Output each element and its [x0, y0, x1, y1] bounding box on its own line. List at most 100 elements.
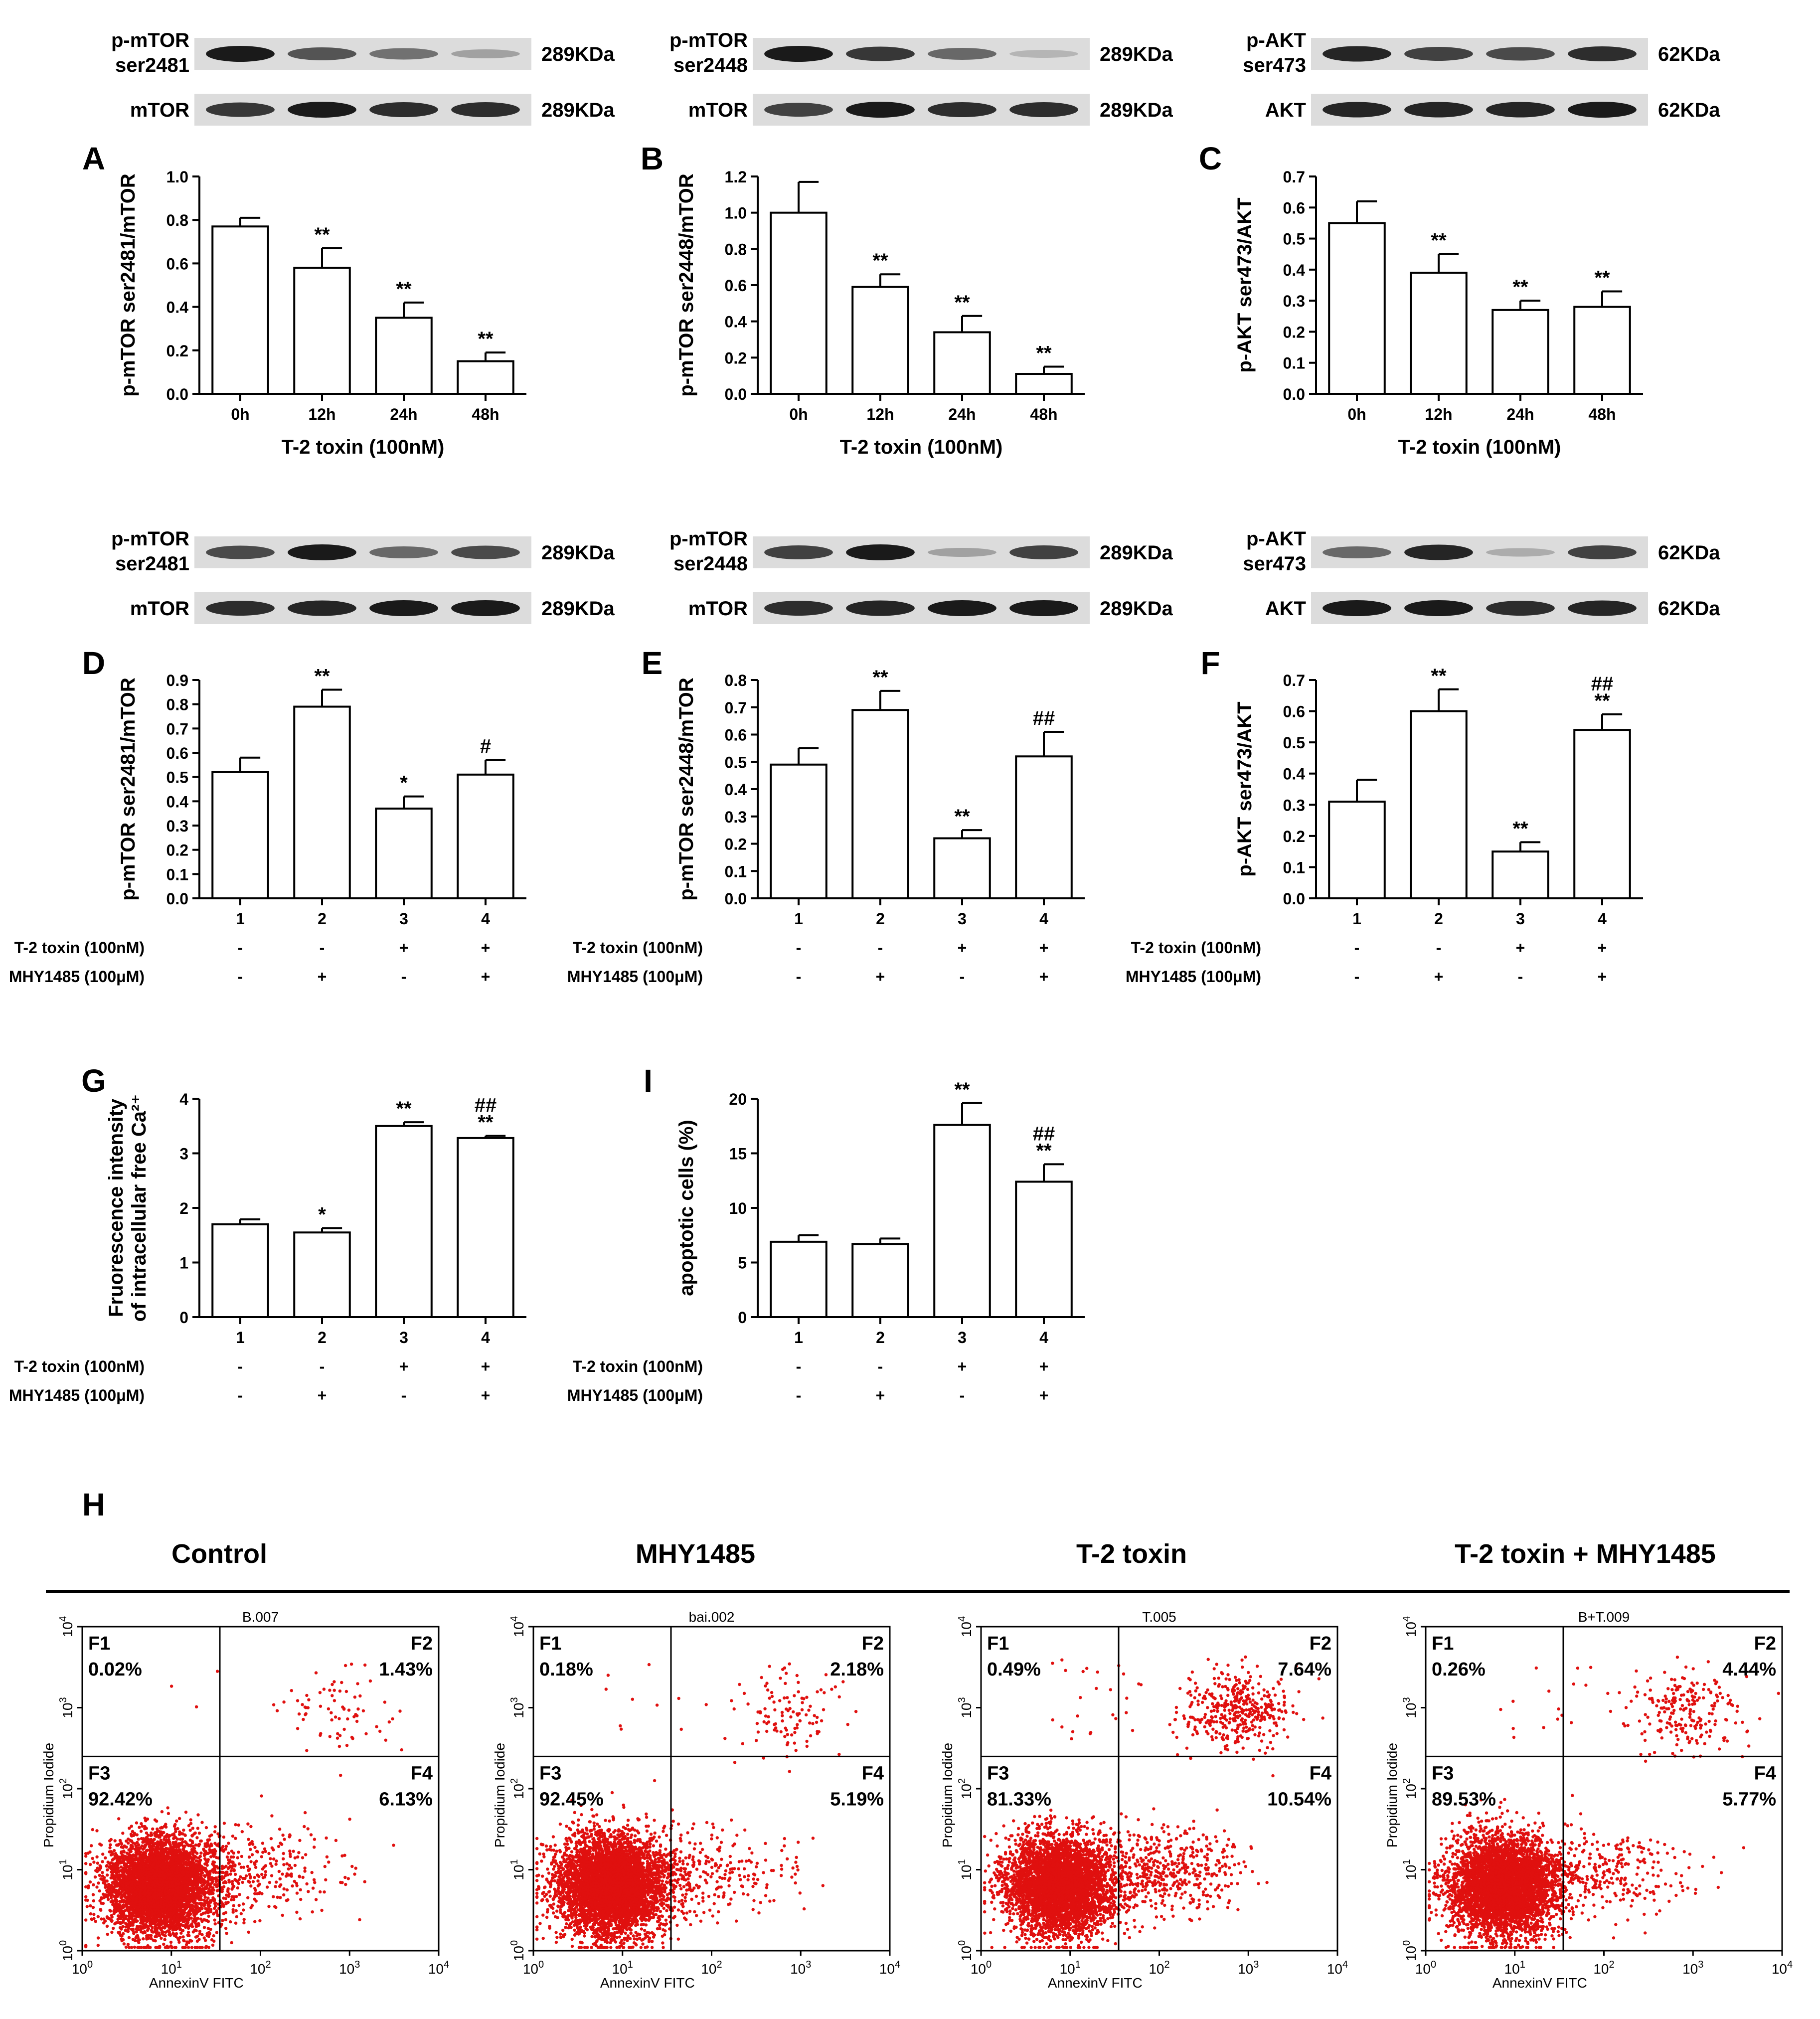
x-tick-label: 104 [428, 1959, 449, 1977]
significance-marker: ** [1512, 818, 1528, 840]
y-axis-label: p-mTOR ser2481/mTOR [117, 173, 139, 397]
y-tick-label: 0.8 [166, 696, 188, 714]
blot-band [764, 103, 833, 117]
treatment-label: MHY1485 (100μM) [9, 1386, 145, 1404]
blot-row-label-line: ser2481 [115, 553, 189, 575]
y-tick-label: 104 [1401, 1616, 1419, 1637]
bar [1491, 309, 1549, 395]
bar-chart-C: C 0.0 0.1 0.2 0.3 0.4 0.5 0.6 0.7 p-AKT ser473/AK… [1199, 141, 1643, 458]
blot-size-label: 289KDa [541, 99, 615, 121]
y-tick-label: 103 [1401, 1697, 1419, 1718]
y-tick-label: 103 [957, 1697, 974, 1718]
significance-marker: ## [1033, 707, 1055, 729]
x-tick-label: 104 [879, 1959, 900, 1977]
bar [1573, 729, 1631, 899]
bar [211, 771, 269, 900]
quadrant-name: F4 [1310, 1763, 1331, 1784]
x-tick-label: 2 [876, 910, 885, 928]
y-tick-label: 102 [957, 1778, 974, 1799]
bar [933, 331, 991, 395]
group-title: MHY1485 [636, 1539, 755, 1569]
y-tick-label: 0.2 [725, 349, 747, 367]
x-tick-label: 3 [399, 1329, 408, 1346]
bar [211, 225, 269, 395]
treatment-sign: + [481, 1357, 491, 1375]
treatment-sign: - [796, 1357, 802, 1375]
bar [375, 807, 433, 900]
blot-band [764, 545, 833, 559]
x-tick-label: 2 [876, 1329, 885, 1346]
blot-band [451, 49, 520, 58]
quadrant-percent: 5.77% [1722, 1789, 1776, 1810]
y-tick-label: 0.6 [1283, 703, 1305, 721]
blot-row-label-line: p-mTOR [111, 528, 189, 550]
bar [293, 267, 351, 395]
dot-cloud [983, 1655, 1324, 1949]
y-tick-label: 0.3 [1283, 292, 1305, 310]
blot-band [1009, 600, 1078, 616]
y-tick-label: 0.0 [166, 385, 188, 403]
quadrant-name: F2 [411, 1633, 433, 1654]
y-tick-label: 2 [179, 1199, 188, 1217]
blot-row-label-line: mTOR [130, 99, 189, 121]
blot-band [928, 48, 996, 60]
bar [1410, 710, 1468, 899]
quadrant-name: F2 [1754, 1633, 1776, 1654]
treatment-sign: + [1598, 939, 1607, 957]
x-tick-label: 48h [1030, 405, 1057, 423]
blot-size-label: 289KDa [541, 542, 615, 564]
x-tick-label: 1 [1352, 910, 1361, 928]
significance-marker: ** [478, 1111, 494, 1133]
y-tick-label: 0.5 [166, 769, 188, 787]
quadrant-percent: 0.26% [1432, 1659, 1486, 1680]
blot-size-label: 62KDa [1658, 99, 1720, 121]
bar-chart-D: D 0.0 0.1 0.2 0.3 0.4 0.5 0.6 0.7 0.8 0.9 p-mTOR se… [9, 645, 526, 986]
blot-row-label-line: p-AKT [1246, 528, 1306, 550]
y-tick-label: 0.9 [166, 672, 188, 689]
bar [851, 709, 909, 899]
y-axis-label: Propidium Iodide [1384, 1743, 1400, 1848]
dot-cloud [535, 1662, 858, 1949]
y-tick-label: 0.2 [1283, 323, 1305, 341]
quadrant-percent: 0.02% [88, 1659, 142, 1680]
treatment-sign: + [958, 939, 967, 957]
x-tick-label: 1 [236, 910, 245, 928]
blot-band [764, 601, 833, 616]
treatment-sign: - [401, 968, 407, 986]
y-tick-label: 0.4 [166, 793, 189, 811]
y-tick-label: 102 [58, 1778, 75, 1799]
x-axis-label: AnnexinV FITC [1048, 1975, 1143, 1991]
y-tick-label: 0.8 [166, 211, 188, 229]
x-tick-label: 100 [971, 1959, 992, 1977]
y-axis-label: p-AKT ser473/AKT [1234, 701, 1256, 876]
blot-row-label-line: ser2448 [673, 553, 748, 575]
x-tick-label: 2 [318, 910, 327, 928]
quadrant-percent: 7.64% [1278, 1659, 1331, 1680]
blot-row-label: p-AKT ser473 [1243, 29, 1306, 76]
significance-marker: ** [478, 328, 494, 350]
quadrant-name: F1 [1432, 1633, 1454, 1654]
quadrant-name: F2 [1310, 1633, 1331, 1654]
blot-band [369, 546, 438, 558]
significance-marker: * [400, 772, 408, 794]
x-tick-label: 4 [481, 910, 490, 928]
treatment-sign: + [481, 1386, 491, 1404]
panel-label: H [82, 1487, 105, 1522]
treatment-label: MHY1485 (100μM) [567, 968, 703, 986]
y-tick-label: 104 [58, 1616, 75, 1637]
bar [211, 1223, 269, 1319]
y-axis-label: p-AKT ser473/AKT [1234, 197, 1256, 372]
blot-band [1568, 545, 1637, 559]
significance-marker: ** [1431, 665, 1447, 687]
bar [1573, 306, 1631, 395]
panel-label: F [1200, 645, 1220, 681]
blot-row-label-line: AKT [1265, 598, 1306, 620]
quadrant-name: F1 [88, 1633, 110, 1654]
blot-band [1323, 46, 1391, 62]
x-tick-label: 1 [794, 1329, 803, 1346]
y-tick-label: 0.4 [1283, 765, 1306, 783]
blot-size-label: 289KDa [541, 43, 615, 65]
x-axis-label: AnnexinV FITC [1492, 1975, 1587, 1991]
y-tick-label: 1.2 [725, 168, 747, 186]
